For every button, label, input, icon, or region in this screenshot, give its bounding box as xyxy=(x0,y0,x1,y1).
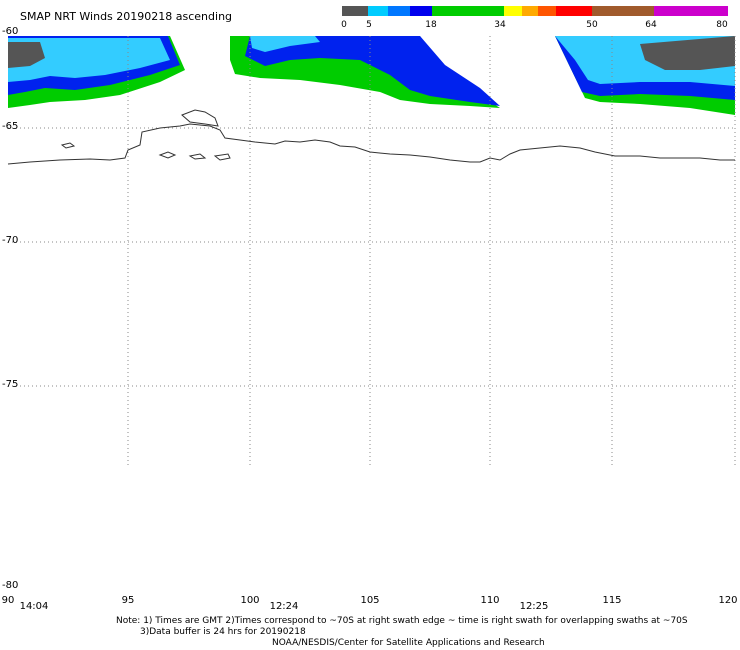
colorbar-label-50: 50 xyxy=(586,20,598,30)
lon-label-110: 110 xyxy=(480,595,500,606)
colorbar-label-0: 0 xyxy=(341,20,347,30)
lat-label-80: -80 xyxy=(2,580,19,591)
colorbar-label-80: 80 xyxy=(716,20,728,30)
lat-label-60: -60 xyxy=(2,26,19,37)
lon-label-105: 105 xyxy=(360,595,380,606)
note-line-1: Note: 1) Times are GMT 2)Times correspon… xyxy=(116,616,688,626)
colorbar-label-34: 34 xyxy=(494,20,506,30)
lon-label-95: 95 xyxy=(121,595,135,606)
colorbar xyxy=(342,6,728,16)
lat-label-70: -70 xyxy=(2,235,19,246)
lon-label-120: 120 xyxy=(718,595,738,606)
lon-label-115: 115 xyxy=(602,595,622,606)
colorbar-label-64: 64 xyxy=(645,20,657,30)
lat-label-65: -65 xyxy=(2,121,19,132)
wind-swath-middle xyxy=(230,36,500,108)
coastline xyxy=(7,109,735,165)
colorbar-label-18: 18 xyxy=(425,20,437,30)
time-label-1225: 12:25 xyxy=(519,601,549,612)
lon-label-100: 100 xyxy=(240,595,260,606)
note-line-2: 3)Data buffer is 24 hrs for 20190218 xyxy=(140,627,306,637)
map-title: SMAP NRT Winds 20190218 ascending xyxy=(20,10,233,23)
lat-label-75: -75 xyxy=(2,379,19,390)
wind-swath-right xyxy=(555,36,735,115)
note-line-3: NOAA/NESDIS/Center for Satellite Applica… xyxy=(272,638,545,648)
time-label-1404: 14:04 xyxy=(19,601,49,612)
wind-swath-left xyxy=(8,36,185,108)
time-label-1224: 12:24 xyxy=(269,601,299,612)
lon-label-90: 90 xyxy=(1,595,15,606)
colorbar-label-5: 5 xyxy=(366,20,372,30)
